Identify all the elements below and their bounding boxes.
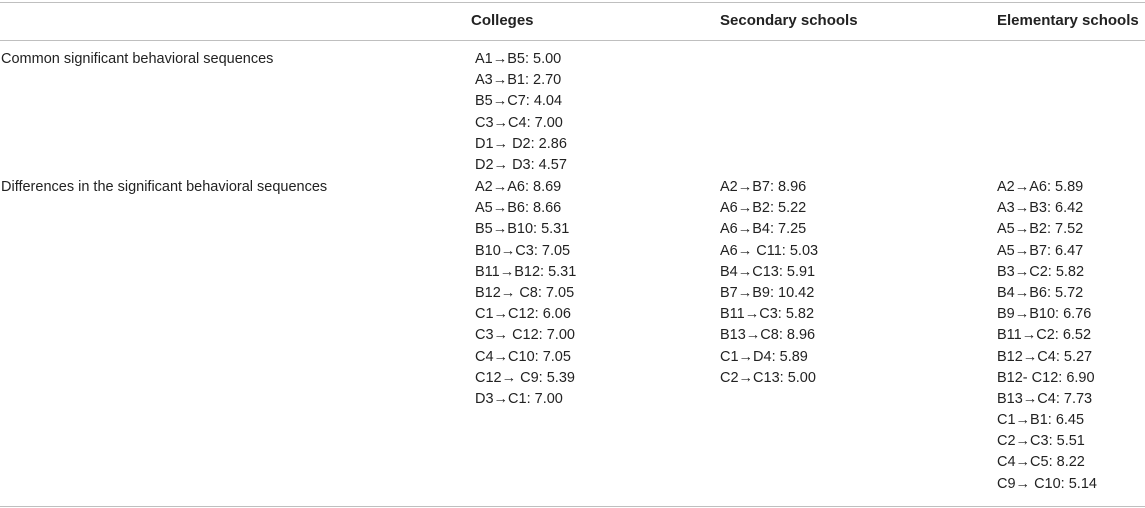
sequence-entry: B12→C4: 5.27: [997, 348, 1093, 365]
sequence-entry: B12→ C8: 7.05: [475, 284, 575, 301]
sequence-entry: A6→B2: 5.22: [720, 200, 807, 217]
sequence-entry: B13→C8: 8.96: [720, 327, 816, 344]
sequence-entry: A6→ C11: 5.03: [720, 242, 819, 259]
sequence-entry: A5→B7: 6.47: [997, 242, 1084, 259]
sequence-entry: C9→ C10: 5.14: [997, 475, 1097, 492]
sequence-entry: A5→B2: 7.52: [997, 221, 1084, 238]
sequence-entry: C1→D4: 5.89: [720, 348, 808, 365]
sequence-entry: B10→C3: 7.05: [475, 242, 571, 259]
sequence-entry: A5→B6: 8.66: [475, 200, 562, 217]
sequence-entry: B12- C12: 6.90: [997, 369, 1095, 386]
sequence-entry: B5→B10: 5.31: [475, 221, 570, 238]
differences-elementary-cell: A2→A6: 5.89 A3→B3: 6.42 A5→B2: 7.52 A5→B7: …: [997, 177, 1097, 495]
sequence-entry: A1→B5: 5.00: [475, 51, 562, 67]
sequence-entry: B3→C2: 5.82: [997, 263, 1085, 280]
sequence-entry: B7→B9: 10.42: [720, 284, 815, 301]
sequence-entry: C4→C5: 8.22: [997, 454, 1085, 471]
sequence-entry: D2→ D3: 4.57: [475, 156, 567, 173]
common-colleges-cell: A1→B5: 5.00 A3→B1: 2.70 B5→C7: 4.04 C3→C4: …: [475, 49, 567, 176]
sequence-entry: C4→C10: 7.05: [475, 348, 571, 365]
sequence-entry: C3→C4: 7.00: [475, 114, 563, 131]
sequence-entry: B5→C7: 4.04: [475, 93, 563, 110]
sequence-entry: B13→C4: 7.73: [997, 390, 1093, 407]
header-secondary-schools: Secondary schools: [720, 12, 858, 29]
sequence-entry: D1→ D2: 2.86: [475, 135, 567, 152]
differences-secondary-cell: A2→B7: 8.96 A6→B2: 5.22 A6→B4: 7.25 A6→ C11…: [720, 177, 818, 389]
sequence-entry: A6→B4: 7.25: [720, 221, 807, 238]
sequence-entry: A2→A6: 8.69: [475, 179, 562, 195]
header-rule: [0, 40, 1145, 41]
sequence-entry: B9→B10: 6.76: [997, 306, 1092, 323]
header-elementary-schools: Elementary schools: [997, 12, 1139, 29]
sequence-entry: B11→C3: 5.82: [720, 306, 815, 323]
row-label-common: Common significant behavioral sequences: [1, 51, 274, 67]
row-label-differences: Differences in the significant behaviora…: [1, 179, 328, 195]
sequence-entry: C2→C3: 5.51: [997, 433, 1085, 450]
table-top-rule: [0, 2, 1145, 3]
sequence-entry: A3→B1: 2.70: [475, 72, 562, 89]
header-colleges: Colleges: [471, 12, 534, 29]
sequence-entry: B11→B12: 5.31: [475, 263, 577, 280]
sequence-entry: B11→C2: 6.52: [997, 327, 1092, 344]
sequence-entry: A3→B3: 6.42: [997, 200, 1084, 217]
sequence-entry: C2→C13: 5.00: [720, 369, 816, 386]
sequence-entry: A2→A6: 5.89: [997, 179, 1084, 195]
differences-colleges-cell: A2→A6: 8.69 A5→B6: 8.66 B5→B10: 5.31 B10→C3…: [475, 177, 576, 410]
sequence-entry: C12→ C9: 5.39: [475, 369, 575, 386]
sequence-entry: C1→B1: 6.45: [997, 412, 1085, 429]
sequence-entry: C1→C12: 6.06: [475, 306, 571, 323]
sequence-entry: C3→ C12: 7.00: [475, 327, 575, 344]
sequence-entry: B4→C13: 5.91: [720, 263, 816, 280]
sequence-entry: A2→B7: 8.96: [720, 179, 807, 195]
sequence-entry: D3→C1: 7.00: [475, 390, 563, 407]
sequence-entry: B4→B6: 5.72: [997, 284, 1084, 301]
table-bottom-rule: [0, 506, 1145, 507]
